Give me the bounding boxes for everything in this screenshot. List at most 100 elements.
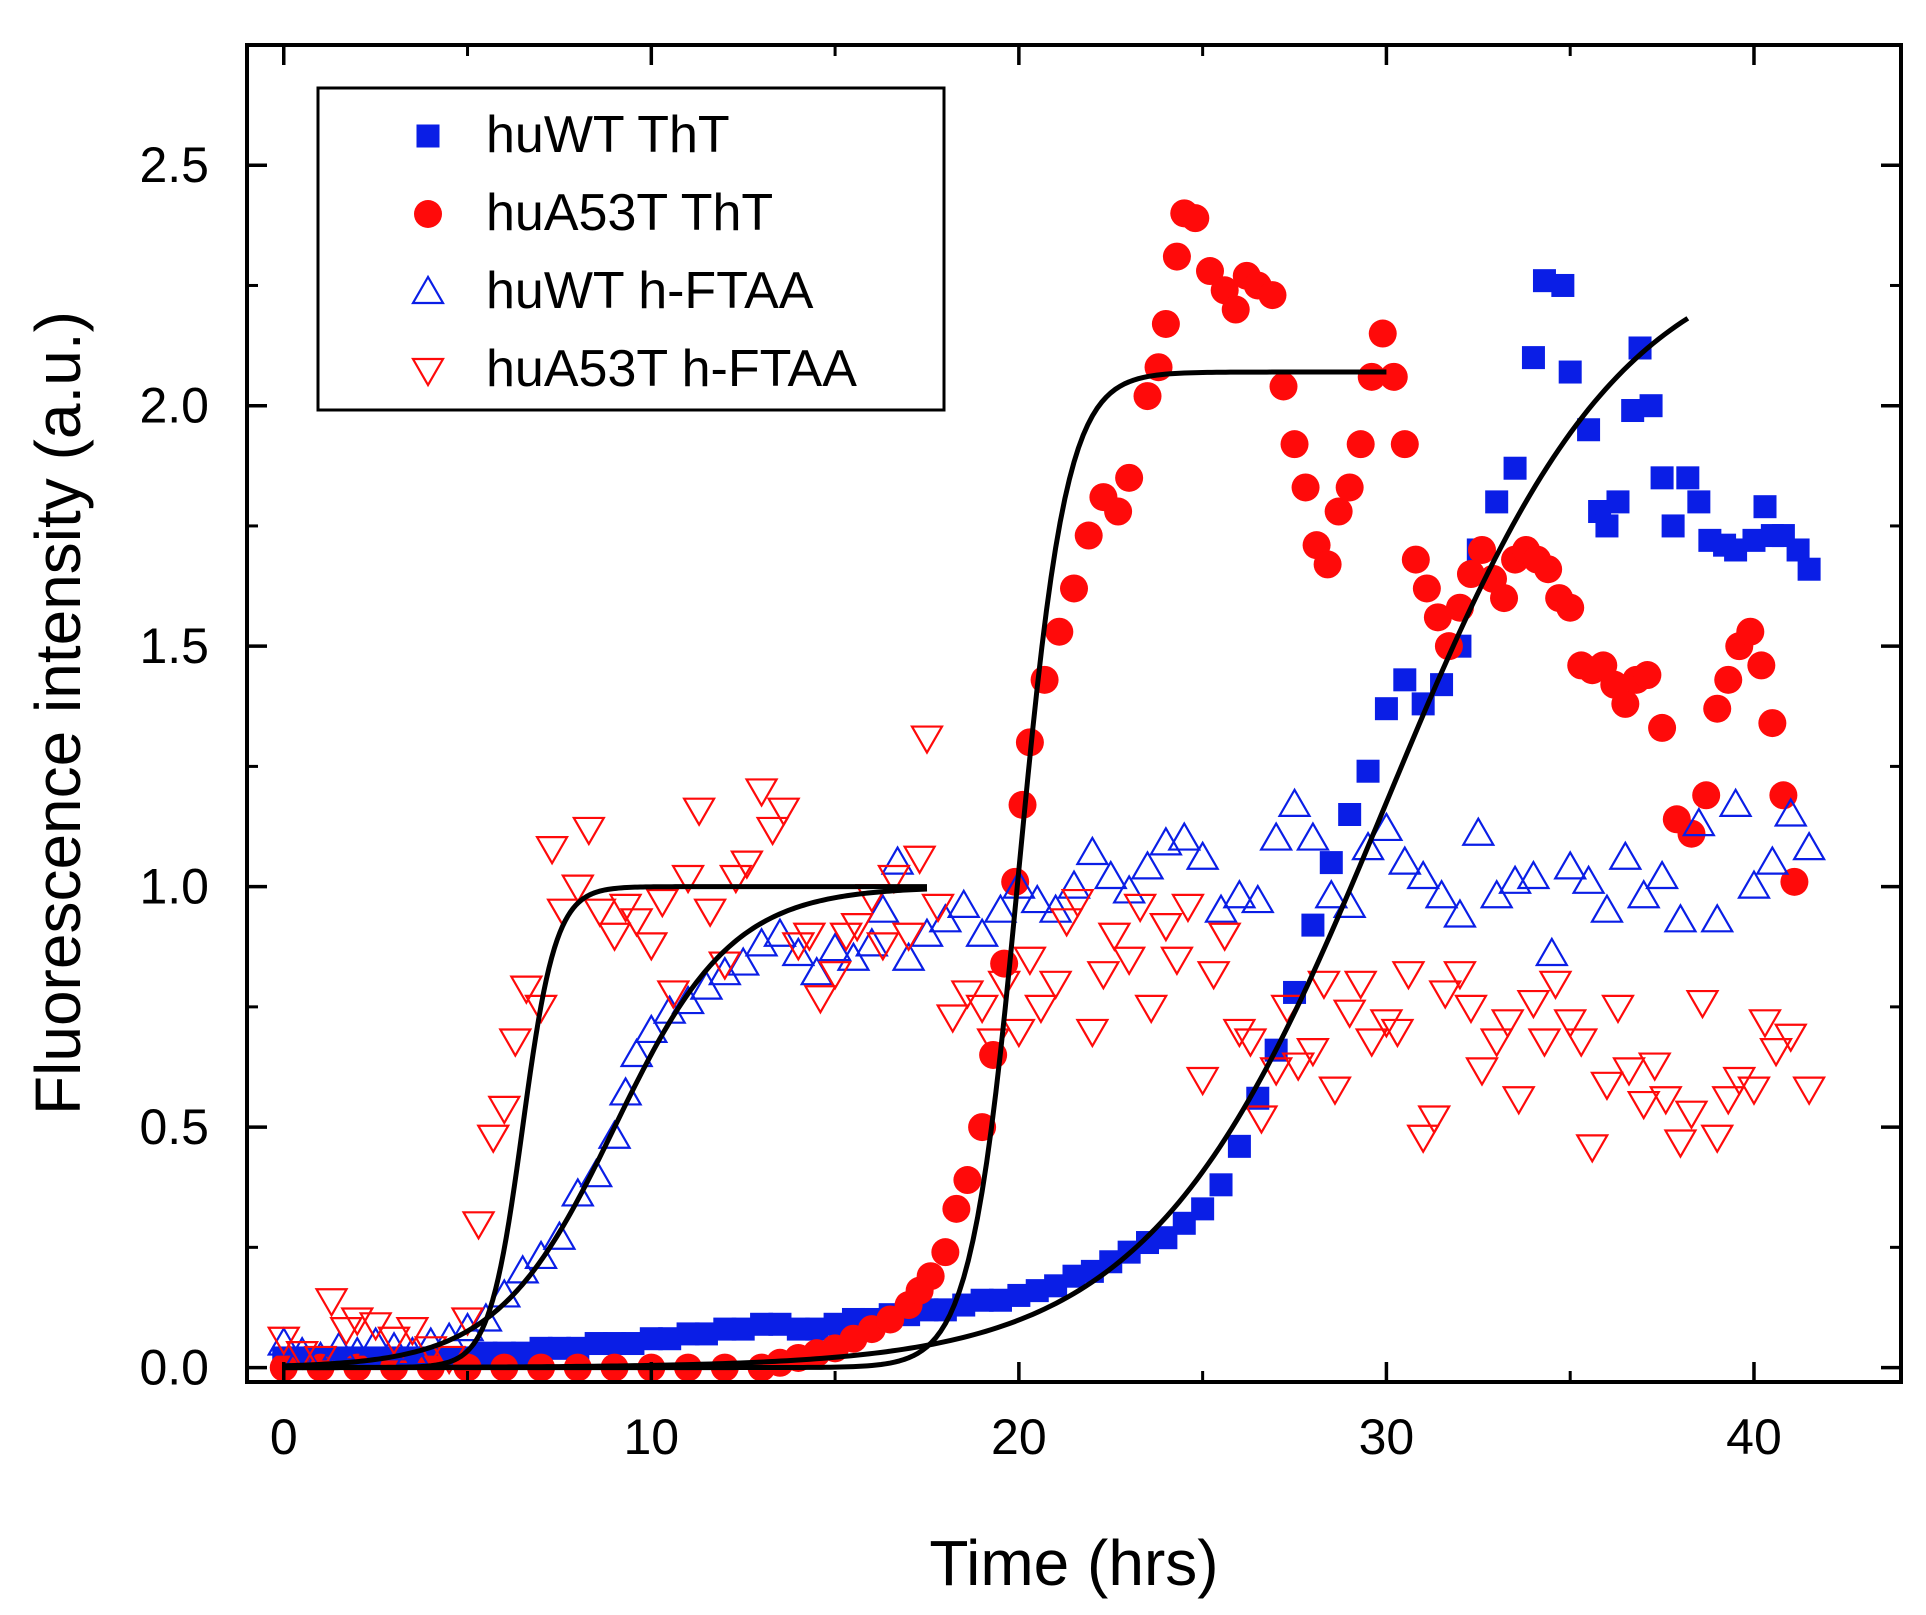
data-point [547, 1336, 571, 1360]
data-point [1703, 694, 1732, 723]
data-point [891, 941, 926, 971]
data-point [266, 1326, 301, 1356]
data-point [1718, 787, 1753, 817]
data-point [805, 1317, 829, 1341]
data-point [1626, 879, 1661, 909]
data-point [781, 932, 816, 962]
data-point [689, 970, 724, 1000]
data-point [1714, 665, 1743, 694]
data-point [608, 893, 643, 924]
data-point [658, 1327, 682, 1351]
data-point [1443, 961, 1477, 991]
data-point [829, 922, 864, 952]
data-point [1162, 242, 1191, 271]
data-point [656, 980, 691, 1010]
series-hua53t-tht [269, 199, 1809, 1382]
legend-symbol [411, 274, 445, 305]
data-point [1240, 883, 1275, 914]
data-point [1677, 819, 1706, 848]
data-point [1001, 869, 1036, 899]
data-point [1687, 490, 1711, 514]
data-point [1112, 946, 1147, 976]
data-point [768, 1312, 792, 1336]
data-point [1479, 879, 1514, 909]
data-point [1534, 555, 1563, 584]
data-point [621, 1332, 645, 1356]
data-point [542, 1220, 577, 1250]
data-point [1356, 759, 1380, 783]
data-point [1521, 346, 1545, 370]
data-point [1485, 490, 1509, 514]
data-point [1786, 538, 1810, 562]
x-tick-label: 0 [270, 1409, 298, 1465]
data-point [931, 1238, 960, 1267]
data-point [582, 898, 617, 928]
data-point [1612, 1057, 1646, 1087]
data-point [1148, 913, 1183, 943]
data-point [1601, 994, 1635, 1025]
data-point [1097, 922, 1132, 952]
data-point [1681, 806, 1716, 837]
data-point [1244, 1105, 1279, 1135]
data-point [1503, 456, 1527, 480]
data-point [1650, 466, 1674, 490]
data-point [1753, 495, 1777, 519]
data-point [1490, 1009, 1525, 1039]
data-point [1393, 668, 1417, 692]
data-point [823, 1312, 847, 1336]
data-point [682, 797, 716, 827]
fit-curve [283, 886, 928, 1369]
legend-label-hua53t-hftaa: huA53T h-FTAA [486, 340, 857, 398]
data-point [560, 1177, 595, 1207]
data-point [1490, 584, 1519, 613]
data-point [1099, 1250, 1123, 1274]
data-point [836, 941, 871, 971]
data-point [1724, 538, 1748, 562]
data-point [1737, 869, 1771, 899]
data-point [1343, 970, 1378, 1001]
data-point [1181, 204, 1210, 233]
data-point [1621, 399, 1645, 423]
data-point [1461, 816, 1496, 846]
data-point [766, 797, 801, 827]
data-point [928, 903, 963, 933]
y-tick-label: 2.0 [139, 378, 209, 434]
data-point [1467, 535, 1496, 564]
data-point [921, 893, 955, 924]
data-point [1571, 864, 1606, 894]
data-point [1074, 521, 1103, 550]
data-point [1424, 879, 1459, 909]
data-point [731, 1317, 755, 1341]
data-point [902, 845, 937, 875]
data-point [965, 917, 1000, 947]
data-point [1558, 360, 1582, 384]
y-tick-label: 1.0 [139, 859, 209, 915]
data-point [1154, 1226, 1178, 1250]
data-point [1423, 603, 1452, 632]
data-point [1008, 790, 1037, 819]
data-point [314, 1288, 349, 1318]
data-point [1044, 1274, 1068, 1298]
data-point [1759, 1038, 1793, 1068]
data-point [1314, 879, 1349, 909]
data-point [935, 1004, 970, 1034]
data-point [1737, 1076, 1771, 1106]
data-point [950, 980, 985, 1010]
legend-label-huwt-tht: huWT ThT [486, 106, 730, 164]
data-point [1319, 851, 1343, 875]
data-point [1401, 545, 1430, 574]
data-point [329, 1316, 364, 1347]
data-point [358, 1312, 393, 1342]
data-point [1075, 835, 1110, 866]
data-point [1553, 850, 1588, 880]
data-point [1134, 994, 1169, 1025]
data-point [1780, 867, 1809, 896]
data-point [1534, 936, 1569, 967]
x-axis-title: Time (hrs) [929, 1527, 1218, 1599]
data-point [634, 932, 669, 962]
data-point [474, 1341, 498, 1365]
data-point [535, 836, 569, 866]
data-point [1038, 970, 1073, 1001]
data-point [1773, 1023, 1808, 1053]
legend: huWT ThT huA53T ThT huWT h-FTAA huA53T h… [316, 86, 946, 412]
